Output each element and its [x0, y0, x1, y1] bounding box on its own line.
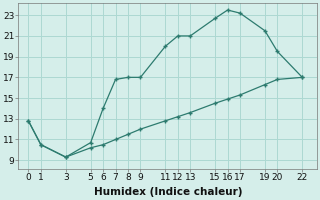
- X-axis label: Humidex (Indice chaleur): Humidex (Indice chaleur): [93, 187, 242, 197]
